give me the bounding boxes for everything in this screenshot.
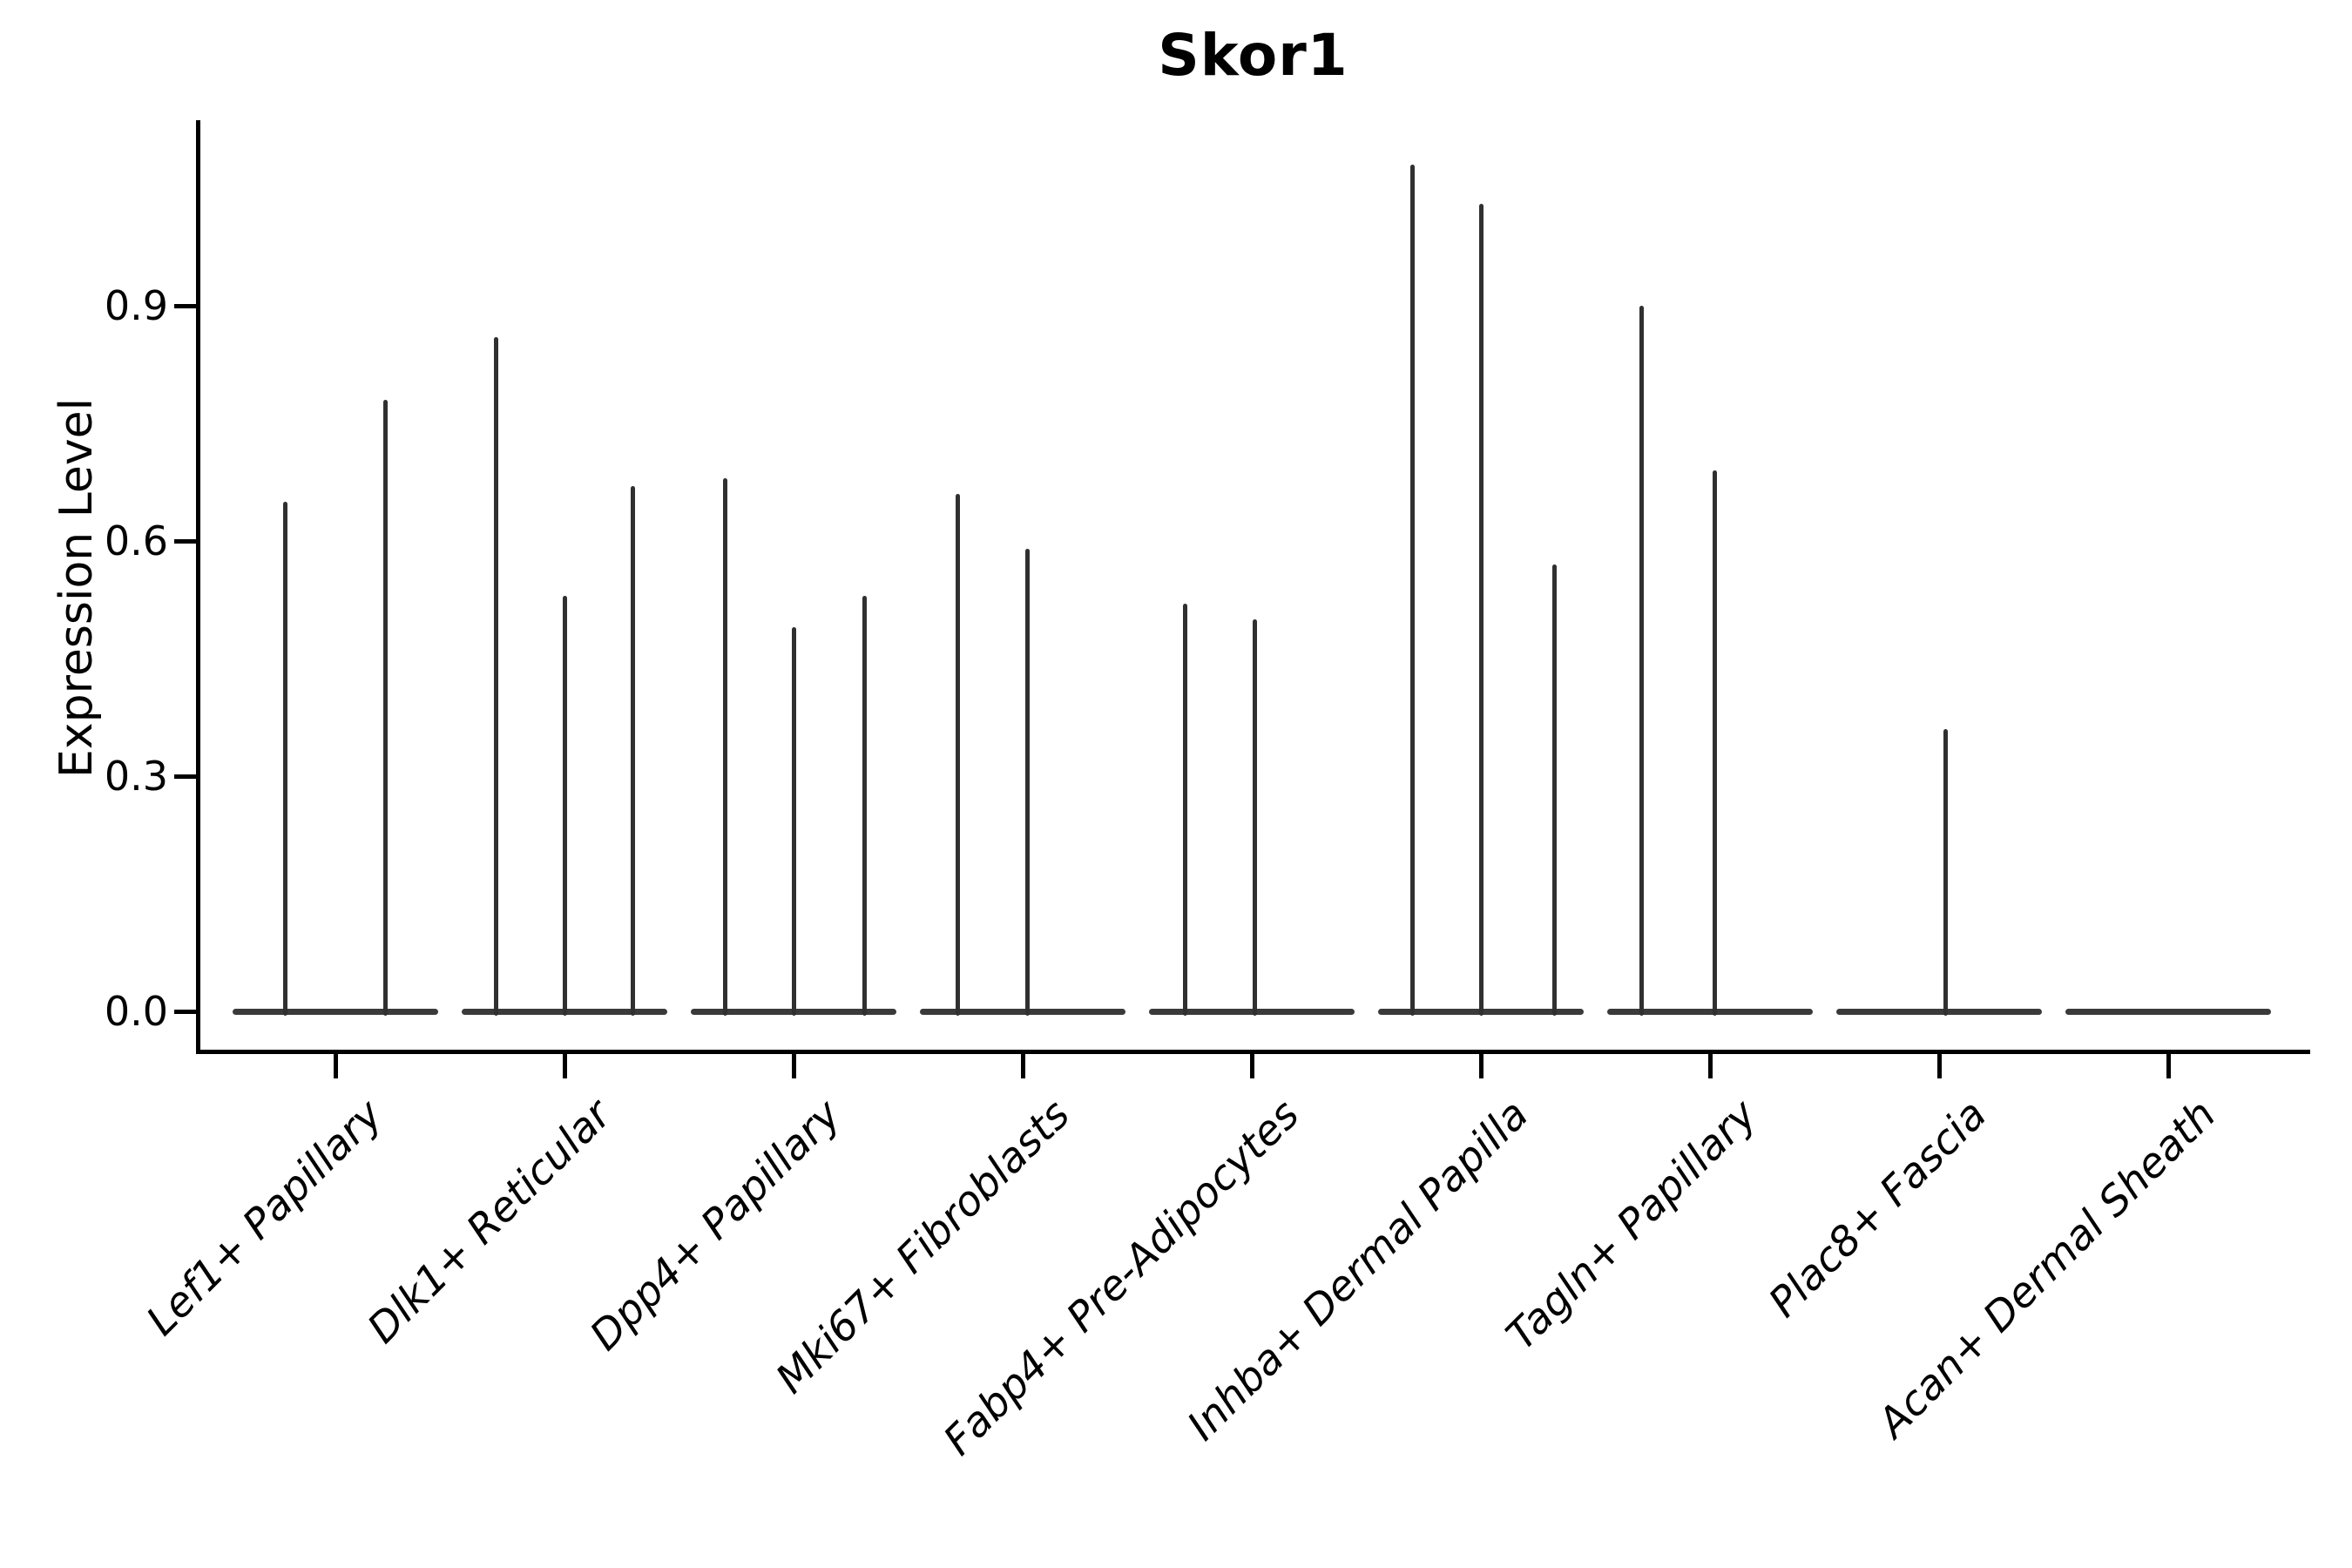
violin-spike [631,486,636,1016]
x-tick-mark [1478,1054,1484,1078]
y-tick-mark [174,538,196,544]
violin-spike [1712,470,1717,1016]
x-tick-mark [1020,1054,1025,1078]
x-axis-line [196,1050,2310,1054]
x-tick-mark [1249,1054,1254,1078]
y-tick-label: 0.0 [104,988,168,1035]
y-tick-label: 0.3 [104,753,168,800]
x-tick-label: Dlk1+ Reticular [358,1091,621,1353]
y-tick-mark [174,1009,196,1014]
violin-spike [383,400,389,1016]
violin-baseline [1835,1008,2043,1015]
violin-spike [562,596,567,1016]
x-tick-label: Dpp4+ Papillary [580,1091,850,1361]
y-tick-mark [174,303,196,308]
violin-spike [722,478,727,1016]
violin-baseline [1606,1008,1814,1015]
violin-spike [1253,619,1258,1016]
chart-title: Skor1 [1158,22,1348,89]
violin-spike [1478,204,1484,1016]
violin-spike [282,502,287,1016]
x-tick-label: Tagln+ Papillary [1497,1091,1767,1360]
violin-spike [1943,729,1949,1016]
y-tick-label: 0.9 [104,282,168,329]
x-tick-mark [1707,1054,1713,1078]
violin-spike [791,627,796,1016]
violin-spike [862,596,868,1016]
x-tick-mark [333,1054,338,1078]
x-tick-label: Lef1+ Papillary [137,1091,392,1346]
y-tick-label: 0.6 [104,517,168,564]
x-tick-mark [562,1054,567,1078]
x-tick-label: Plac8+ Fascia [1759,1091,1996,1328]
violin-spike [1183,604,1188,1016]
y-axis-label: Expression Level [51,397,103,779]
violin-spike [1409,165,1415,1016]
violin-spike [1551,564,1557,1016]
x-tick-mark [791,1054,796,1078]
x-tick-mark [1936,1054,1942,1078]
violin-baseline [1148,1008,1355,1015]
x-tick-mark [2166,1054,2171,1078]
violin-baseline [232,1008,439,1015]
violin-spike [1024,549,1030,1016]
violin-spike [493,337,498,1016]
violin-baseline [919,1008,1126,1015]
y-axis-line [196,120,200,1054]
y-tick-mark [174,774,196,779]
violin-spike [1639,306,1644,1016]
violin-baseline [2065,1008,2272,1015]
violin-spike [955,494,960,1016]
